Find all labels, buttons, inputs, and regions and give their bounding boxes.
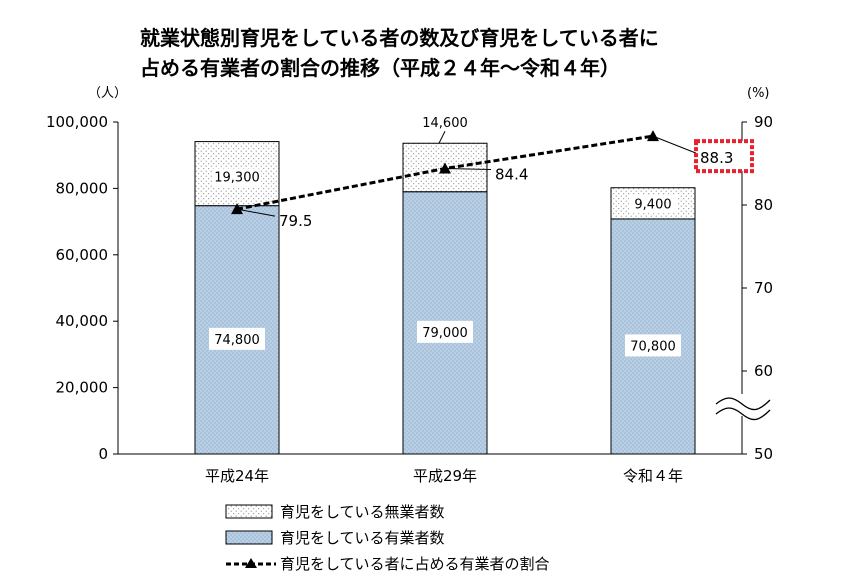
category-label: 令和４年 (623, 467, 683, 485)
chart-title-line-2: 占める有業者の割合の推移（平成２４年～令和４年） (140, 56, 620, 80)
axis-break-mark (715, 394, 772, 421)
left-tick-label: 0 (98, 445, 108, 463)
category-labels: 平成24年 平成29年 令和４年 (205, 467, 683, 485)
bar-employed-label: 79,000 (422, 326, 468, 341)
left-tick-label: 40,000 (56, 312, 109, 330)
chart-title-line-1: 就業状態別育児をしている者の数及び育児をしている者に (140, 26, 659, 50)
legend-label-employed: 育児をしている有業者数 (280, 529, 445, 547)
right-tick-label: 60 (754, 362, 773, 380)
category-label: 平成29年 (413, 467, 477, 485)
ratio-point-marker (439, 162, 451, 174)
right-tick-label: 80 (754, 196, 773, 214)
bar-unemployed (610, 187, 696, 220)
legend-label-ratio: 育児をしている者に占める有業者の割合 (280, 555, 550, 573)
right-axis-unit: (%) (747, 86, 770, 101)
right-axis-ticks: 50 60 70 80 90 (754, 113, 773, 463)
right-tick-label: 90 (754, 113, 773, 131)
right-tick-label: 50 (754, 445, 773, 463)
bar-employed-label-bg (417, 320, 473, 343)
left-tick-label: 80,000 (56, 179, 109, 197)
ratio-line-layer: 79.5 84.4 88.3 (231, 130, 754, 230)
right-tick-label: 70 (754, 279, 773, 297)
ratio-label-leader (652, 135, 697, 154)
bar-unemployed-label-bg (213, 168, 261, 187)
legend-swatch-employed (225, 530, 273, 545)
ratio-point-label: 88.3 (700, 149, 733, 167)
ratio-highlight-box (694, 139, 754, 174)
category-label: 平成24年 (205, 467, 269, 485)
legend-swatch-unemployed (225, 504, 273, 519)
bar-employed-label-bg (209, 327, 265, 350)
ratio-point-label: 79.5 (279, 212, 312, 230)
legend-label-unemployed: 育児をしている無業者数 (280, 503, 445, 521)
bar-unemployed-leader (438, 131, 446, 144)
left-tick-label: 60,000 (56, 246, 109, 264)
ratio-label-leader (444, 167, 492, 170)
left-tick-label: 20,000 (56, 379, 109, 397)
legend: 育児をしている無業者数 育児をしている有業者数 育児をしている者に占める有業者の… (225, 503, 550, 573)
bar-unemployed-label: 14,600 (422, 116, 468, 131)
ratio-point-label: 84.4 (495, 165, 528, 183)
bar-employed-label: 74,800 (214, 333, 260, 348)
left-axis-unit: （人） (88, 86, 127, 101)
left-tick-label: 100,000 (46, 113, 108, 131)
legend-swatch-ratio-marker (245, 558, 257, 568)
bar-unemployed-label: 19,300 (214, 171, 260, 186)
bar-unemployed-label-bg (629, 195, 677, 214)
bar-employed-label: 70,800 (630, 339, 676, 354)
left-axis-ticks: 0 20,000 40,000 60,000 80,000 100,000 (46, 113, 108, 463)
bar-employed-label-bg (625, 334, 681, 357)
bar-unemployed-label: 9,400 (634, 197, 671, 212)
ratio-point-marker (231, 203, 243, 215)
ratio-point-marker (647, 130, 659, 142)
axis-tick-marks (113, 121, 747, 455)
ratio-label-leader (236, 208, 276, 217)
